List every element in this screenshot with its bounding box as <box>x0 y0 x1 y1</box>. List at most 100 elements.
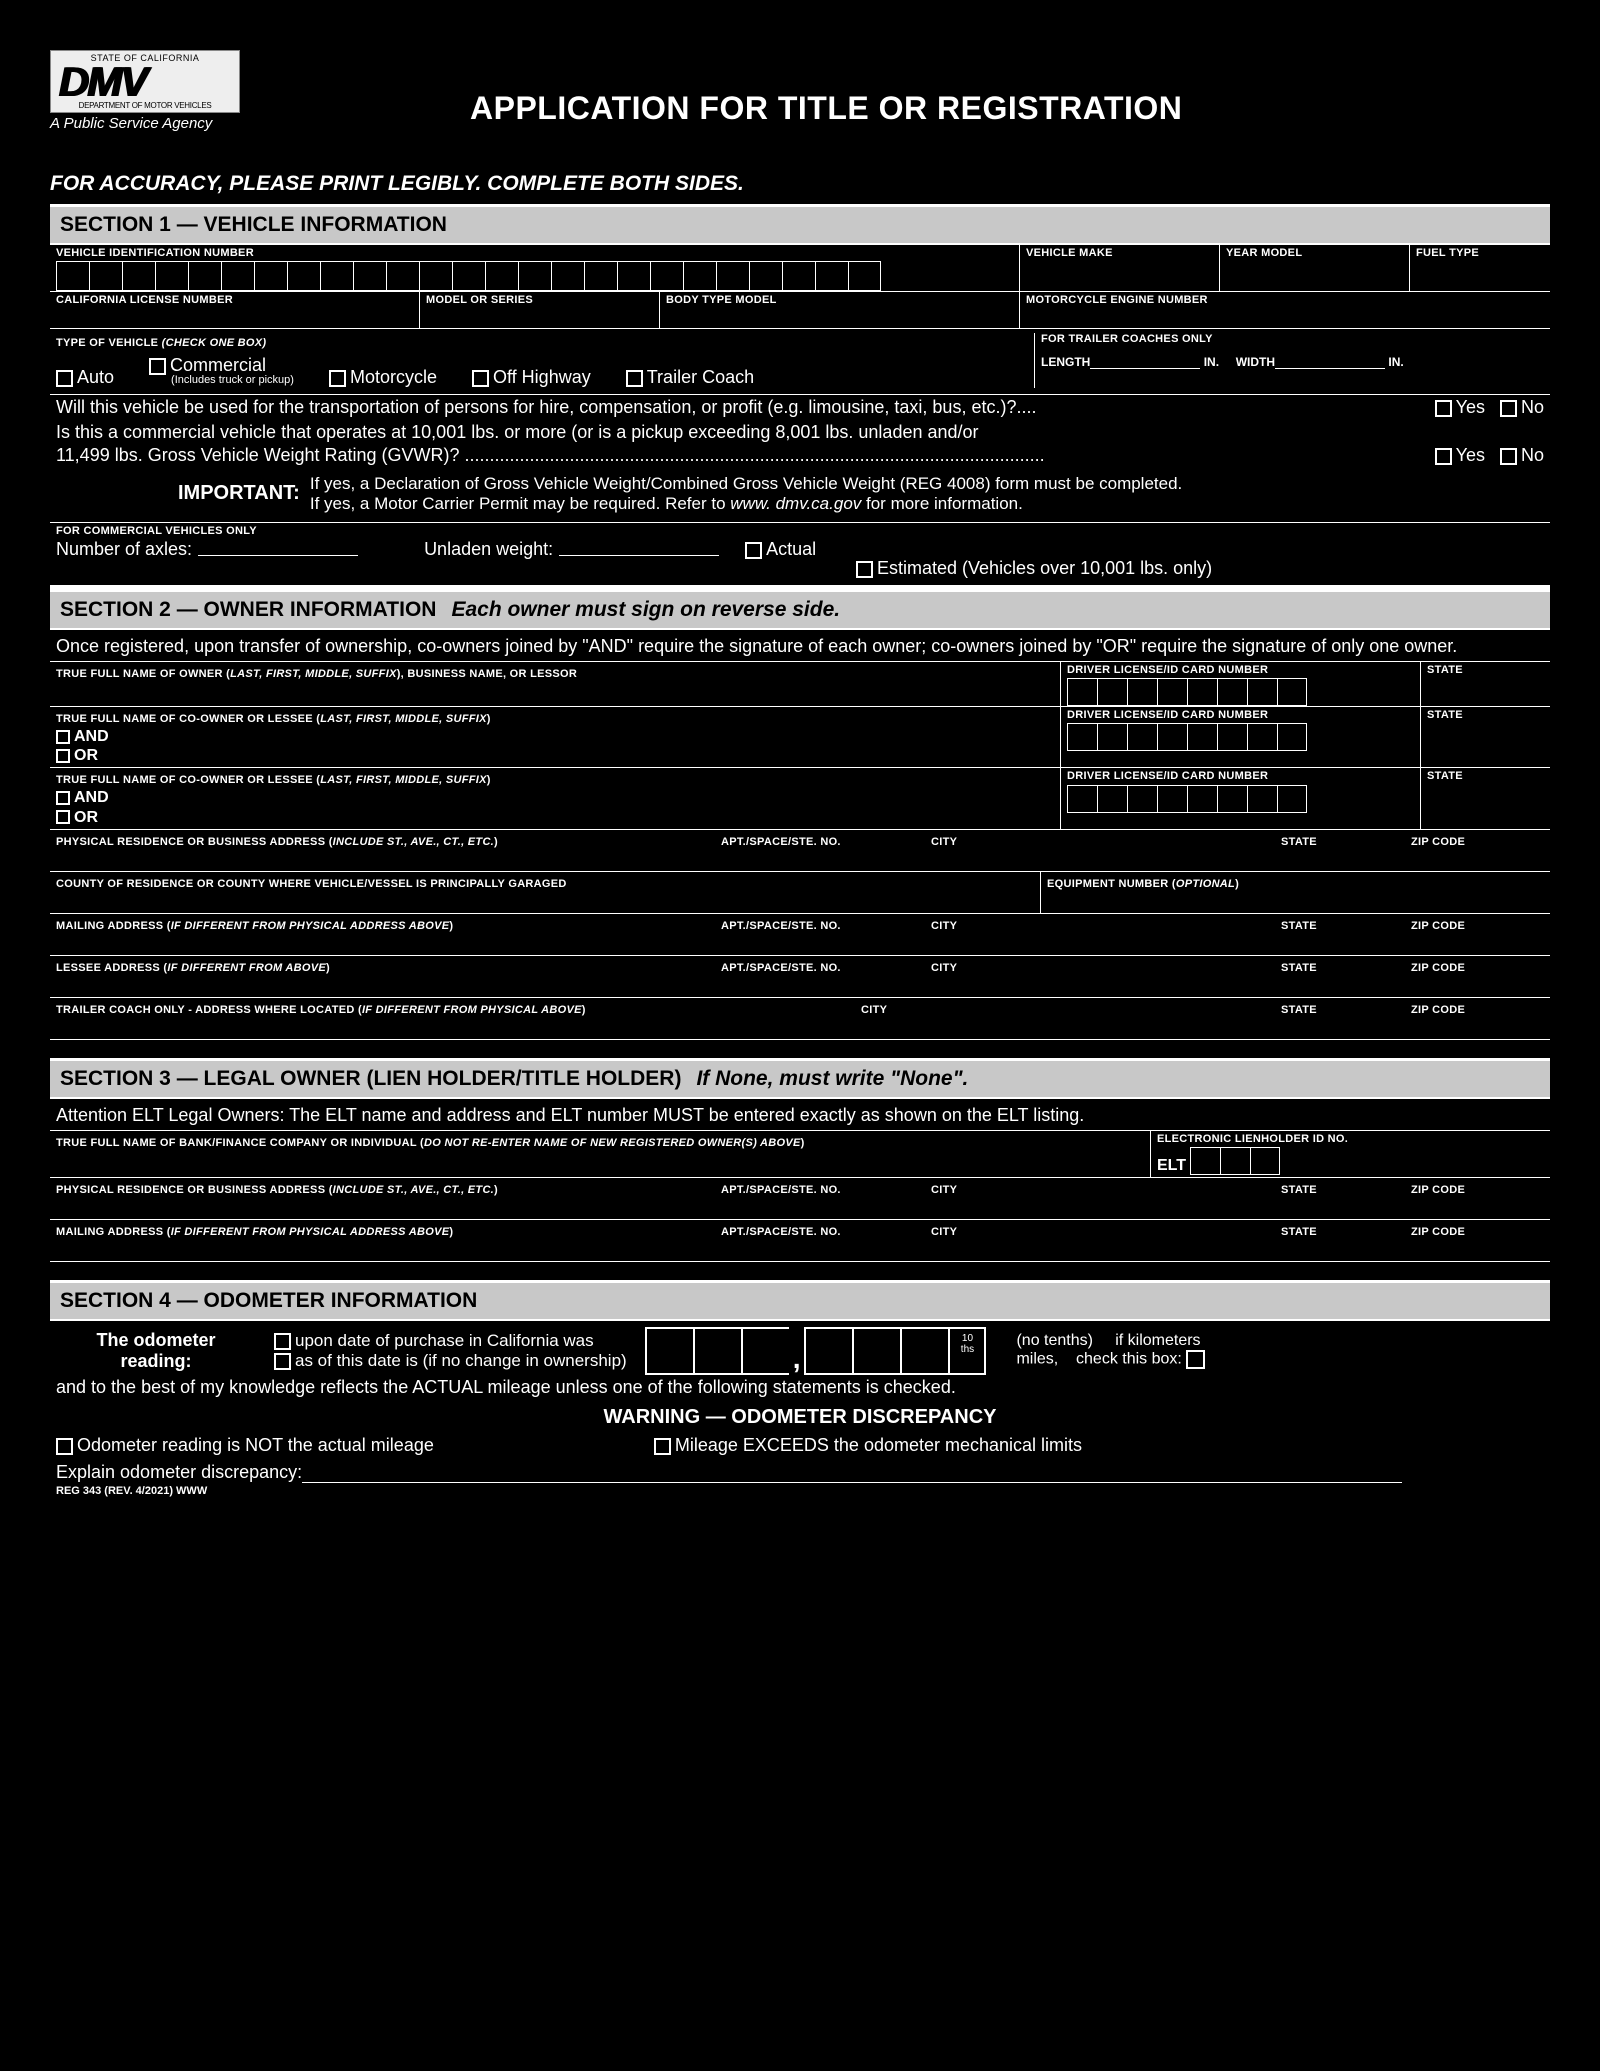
body-cell[interactable]: BODY TYPE MODEL <box>660 292 1020 328</box>
tov-note: (CHECK ONE BOX) <box>162 337 267 349</box>
section-4-body: The odometerreading: upon date of purcha… <box>50 1319 1550 1503</box>
od-purchase-cb[interactable] <box>274 1333 291 1350</box>
or-1-cb[interactable] <box>56 749 70 763</box>
opt-off-highway[interactable]: Off Highway <box>472 367 591 388</box>
s3-phys-addr-row[interactable]: PHYSICAL RESIDENCE OR BUSINESS ADDRESS (… <box>50 1178 1550 1220</box>
width-label: WIDTH <box>1236 355 1275 369</box>
and-2-cb[interactable] <box>56 791 70 805</box>
page-title: APPLICATION FOR TITLE OR REGISTRATION <box>470 90 1182 127</box>
odometer-options: upon date of purchase in California was … <box>274 1331 627 1371</box>
odometer-note: and to the best of my knowledge reflects… <box>56 1377 1544 1398</box>
coowner-1-state[interactable]: STATE <box>1420 707 1550 767</box>
owner-1-state[interactable]: STATE <box>1420 662 1550 706</box>
q2-no[interactable] <box>1500 448 1517 465</box>
mc-label: MOTORCYCLE ENGINE NUMBER <box>1026 294 1544 306</box>
length-label: LENGTH <box>1041 355 1090 369</box>
owner-1-row: TRUE FULL NAME OF OWNER (LAST, FIRST, MI… <box>50 662 1550 707</box>
s3-note: Attention ELT Legal Owners: The ELT name… <box>50 1099 1550 1131</box>
opt-auto[interactable]: Auto <box>56 367 114 388</box>
body-label: BODY TYPE MODEL <box>666 294 1013 306</box>
make-label: VEHICLE MAKE <box>1026 247 1213 259</box>
q1-yes[interactable] <box>1435 400 1452 417</box>
model-cell[interactable]: MODEL OR SERIES <box>420 292 660 328</box>
fuel-label: FUEL TYPE <box>1416 247 1544 259</box>
length-input[interactable] <box>1090 356 1200 369</box>
width-input[interactable] <box>1275 356 1385 369</box>
mail-addr-row[interactable]: MAILING ADDRESS (IF DIFFERENT FROM PHYSI… <box>50 914 1550 956</box>
logo-main-text: DMV <box>59 63 231 101</box>
coowner-2-dl[interactable]: DRIVER LICENSE/ID CARD NUMBER <box>1060 768 1420 828</box>
vin-cell: VEHICLE IDENTIFICATION NUMBER <box>50 245 1020 291</box>
important-row: IMPORTANT: If yes, a Declaration of Gros… <box>50 468 1550 523</box>
s3-mail-addr-row[interactable]: MAILING ADDRESS (IF DIFFERENT FROM PHYSI… <box>50 1220 1550 1262</box>
od-asof-cb[interactable] <box>274 1353 291 1370</box>
dmv-url: www. dmv.ca.gov <box>730 494 861 513</box>
unladen-input[interactable] <box>559 543 719 556</box>
unladen-label: Unladen weight: <box>424 539 553 560</box>
disc-2-cb[interactable] <box>654 1438 671 1455</box>
coowner-1-name[interactable]: TRUE FULL NAME OF CO-OWNER OR LESSEE (LA… <box>50 707 1060 767</box>
model-label: MODEL OR SERIES <box>426 294 653 306</box>
phys-addr-row[interactable]: PHYSICAL RESIDENCE OR BUSINESS ADDRESS (… <box>50 830 1550 872</box>
tov-label: TYPE OF VEHICLE <box>56 337 158 349</box>
year-label: YEAR MODEL <box>1226 247 1403 259</box>
mc-cell[interactable]: MOTORCYCLE ENGINE NUMBER <box>1020 292 1550 328</box>
lic-label: CALIFORNIA LICENSE NUMBER <box>56 294 413 306</box>
odometer-boxes[interactable]: , 10ths <box>645 1327 987 1375</box>
header: STATE OF CALIFORNIA DMV DEPARTMENT OF MO… <box>50 50 1550 132</box>
axles-input[interactable] <box>198 543 358 556</box>
section-3-body: Attention ELT Legal Owners: The ELT name… <box>50 1097 1550 1262</box>
opt-trailer-coach[interactable]: Trailer Coach <box>626 367 754 388</box>
type-of-vehicle: TYPE OF VEHICLE (CHECK ONE BOX) Auto Com… <box>56 333 1034 388</box>
coowner-1-dl[interactable]: DRIVER LICENSE/ID CARD NUMBER <box>1060 707 1420 767</box>
lessee-addr-row[interactable]: LESSEE ADDRESS (IF DIFFERENT FROM ABOVE)… <box>50 956 1550 998</box>
fuel-cell[interactable]: FUEL TYPE <box>1410 245 1550 291</box>
s2-note: Once registered, upon transfer of owners… <box>50 630 1550 662</box>
odometer-warning: WARNING — ODOMETER DISCREPANCY <box>56 1406 1544 1429</box>
logo-bottom-text: DEPARTMENT OF MOTOR VEHICLES <box>59 101 231 110</box>
km-cb[interactable] <box>1186 1350 1205 1369</box>
axles-label: Number of axles: <box>56 539 192 560</box>
section-1-head: SECTION 1 — VEHICLE INFORMATION <box>50 204 1550 243</box>
logo-area: STATE OF CALIFORNIA DMV DEPARTMENT OF MO… <box>50 50 270 132</box>
form-page: STATE OF CALIFORNIA DMV DEPARTMENT OF MO… <box>0 0 1600 1533</box>
lic-cell[interactable]: CALIFORNIA LICENSE NUMBER <box>50 292 420 328</box>
q2-yes[interactable] <box>1435 448 1452 465</box>
trailer-addr-row[interactable]: TRAILER COACH ONLY - ADDRESS WHERE LOCAT… <box>50 998 1550 1040</box>
owner-1-dl[interactable]: DRIVER LICENSE/ID CARD NUMBER <box>1060 662 1420 706</box>
explain-input[interactable] <box>302 1470 1402 1483</box>
explain-label: Explain odometer discrepancy: <box>56 1462 302 1482</box>
vin-boxes[interactable] <box>56 261 1013 291</box>
and-1-cb[interactable] <box>56 730 70 744</box>
estimated-cb[interactable] <box>856 561 873 578</box>
q2-row-b: 11,499 lbs. Gross Vehicle Weight Rating … <box>50 443 1550 468</box>
or-2-cb[interactable] <box>56 810 70 824</box>
tenths-box: 10ths <box>948 1327 986 1375</box>
county-row[interactable]: COUNTY OF RESIDENCE OR COUNTY WHERE VEHI… <box>50 872 1550 914</box>
make-cell[interactable]: VEHICLE MAKE <box>1020 245 1220 291</box>
legal-owner-row[interactable]: TRUE FULL NAME OF BANK/FINANCE COMPANY O… <box>50 1131 1550 1178</box>
coowner-2-name[interactable]: TRUE FULL NAME OF CO-OWNER OR LESSEE (LA… <box>50 768 1060 828</box>
section-1-body: VEHICLE IDENTIFICATION NUMBER VEHICLE MA… <box>50 243 1550 589</box>
elt-mark: ELT <box>1157 1157 1186 1175</box>
disc-1-cb[interactable] <box>56 1438 73 1455</box>
section-2-body: Once registered, upon transfer of owners… <box>50 628 1550 1040</box>
opt-commercial[interactable]: Commercial(Includes truck or pickup) <box>149 355 294 386</box>
year-cell[interactable]: YEAR MODEL <box>1220 245 1410 291</box>
fcv-label: FOR COMMERCIAL VEHICLES ONLY <box>56 525 1544 537</box>
trailer-dims: FOR TRAILER COACHES ONLY LENGTH IN. WIDT… <box>1034 333 1544 388</box>
q1-no[interactable] <box>1500 400 1517 417</box>
section-2-head: SECTION 2 — OWNER INFORMATIONEach owner … <box>50 589 1550 628</box>
commercial-row: FOR COMMERCIAL VEHICLES ONLY Number of a… <box>50 523 1550 589</box>
form-footer: REG 343 (REV. 4/2021) WWW <box>56 1485 1544 1497</box>
q1-text: Will this vehicle be used for the transp… <box>56 397 1415 418</box>
actual-cb[interactable] <box>745 542 762 559</box>
coowner-1-row: TRUE FULL NAME OF CO-OWNER OR LESSEE (LA… <box>50 707 1550 768</box>
elt-cell[interactable]: ELECTRONIC LIENHOLDER ID NO. ELT <box>1150 1131 1550 1177</box>
odometer-right: (no tenths) if kilometers miles, check t… <box>1004 1332 1205 1369</box>
opt-motorcycle[interactable]: Motorcycle <box>329 367 437 388</box>
q1-row: Will this vehicle be used for the transp… <box>50 395 1550 420</box>
coowner-2-state[interactable]: STATE <box>1420 768 1550 828</box>
owner-1-name[interactable]: TRUE FULL NAME OF OWNER (LAST, FIRST, MI… <box>50 662 1060 706</box>
dmv-logo: STATE OF CALIFORNIA DMV DEPARTMENT OF MO… <box>50 50 240 113</box>
